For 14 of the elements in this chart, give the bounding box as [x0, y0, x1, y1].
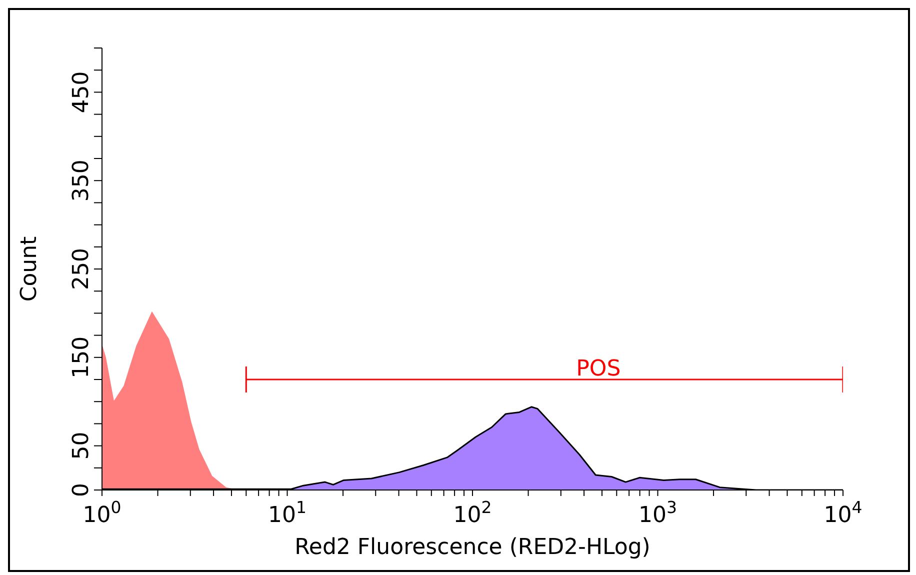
x-tick-label: 10$^{3}$: [638, 498, 677, 528]
x-tick-label: 10$^{2}$: [453, 498, 492, 528]
y-axis-title: Count: [17, 236, 42, 302]
x-tick-label: 10$^{1}$: [268, 498, 306, 528]
x-axis-title: Red2 Fluorescence (RED2-HLog): [294, 535, 650, 560]
y-tick-label: 350: [69, 160, 94, 202]
y-tick-label: 0: [69, 483, 94, 497]
y-tick-label: 50: [69, 432, 94, 460]
series-label: POS: [576, 356, 621, 382]
x-tick-label: 10$^{0}$: [82, 498, 122, 528]
y-tick-label: 450: [69, 71, 94, 114]
y-tick-label: 250: [69, 248, 94, 290]
x-tick-label: 10$^{4}$: [824, 498, 862, 528]
y-tick-label: 150: [69, 336, 94, 378]
